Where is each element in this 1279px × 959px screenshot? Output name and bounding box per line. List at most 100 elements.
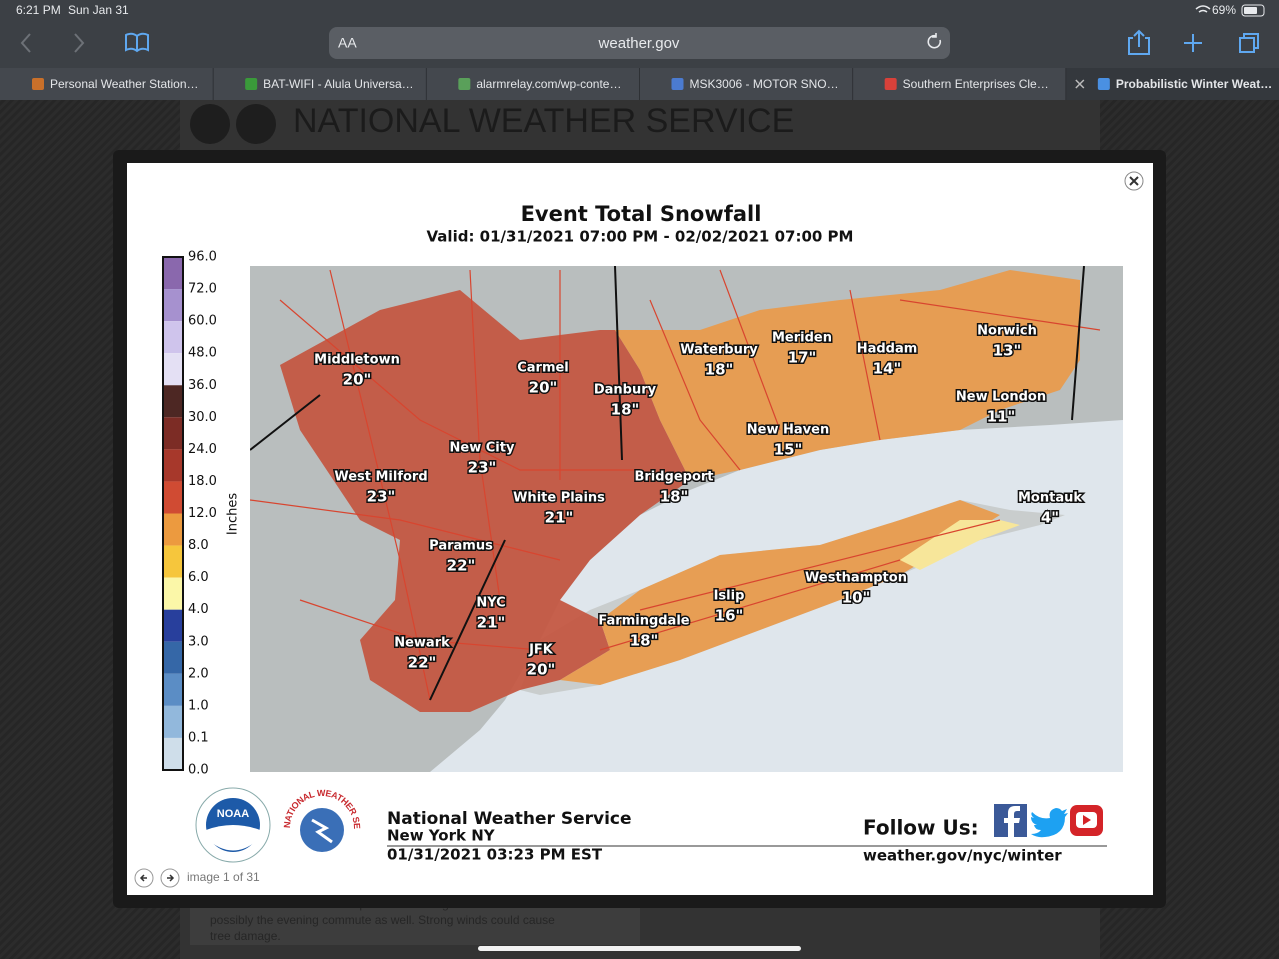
place-name: New City: [450, 441, 515, 456]
legend-level: 1.0: [188, 698, 209, 713]
tab-close[interactable]: [1075, 79, 1085, 89]
forward-button[interactable]: [74, 33, 85, 53]
map-subtitle: Valid: 01/31/2021 07:00 PM - 02/02/2021 …: [427, 228, 854, 246]
prev-icon: [139, 874, 147, 882]
place-name: Meriden: [772, 331, 832, 346]
place-amount: 20": [527, 661, 556, 679]
battery-level: [1244, 7, 1257, 14]
back-button[interactable]: [20, 33, 31, 53]
bg-logo: [190, 104, 230, 144]
place-labels: Middletown 20" Carmel 20" Danbury 18" Waterbur…: [313, 322, 1084, 680]
reload-button[interactable]: [927, 33, 942, 49]
place-name: Haddam: [857, 342, 918, 357]
place-amount: 18": [611, 401, 640, 419]
footer-link[interactable]: weather.gov/nyc/winter: [863, 847, 1062, 865]
text-size-button[interactable]: AA: [338, 35, 357, 51]
noaa-text: NOAA: [217, 808, 249, 820]
footer-office: New York NY: [387, 827, 496, 845]
snow-12-18: [615, 270, 1080, 480]
legend: 96.0 72.0 60.0 48.0 36.0 30.0 24.0 18.0 12.0 8.0 6…: [162, 250, 217, 778]
legend-level: 30.0: [188, 410, 217, 425]
place-name: Bridgeport: [634, 470, 713, 485]
wifi-icon: [1195, 5, 1211, 13]
tab-favicon: [1097, 78, 1110, 90]
place-amount: 15": [774, 441, 803, 459]
place-amount: 17": [788, 349, 817, 367]
tab-bar: Personal Weather Station… BAT-WIFI - Alul…: [0, 68, 1279, 100]
legend-swatch: [163, 289, 183, 322]
place-name: West Milford: [334, 470, 427, 485]
place-amount: 13": [993, 342, 1022, 360]
place-amount: 14": [873, 360, 902, 378]
place-name: Waterbury: [680, 343, 758, 358]
address-bar[interactable]: [329, 27, 950, 59]
noaa-wave: [206, 825, 260, 851]
place-name: Farmingdale: [598, 614, 689, 629]
place-amount: 16": [715, 607, 744, 625]
place-amount: 10": [842, 589, 871, 607]
legend-level: 12.0: [188, 506, 217, 521]
close-icon: [1129, 176, 1139, 186]
place-name: Newark: [394, 636, 450, 651]
place-amount: 23": [367, 488, 396, 506]
tab-title: Southern Enterprises Cle…: [903, 77, 1049, 91]
share-button[interactable]: [1128, 29, 1150, 55]
tab-title: Personal Weather Station…: [50, 77, 199, 91]
home-indicator: [478, 946, 801, 951]
legend-level: 2.0: [188, 666, 209, 681]
tab-favicon: [245, 78, 258, 90]
map: Middletown 20" Carmel 20" Danbury 18" Waterbur…: [250, 266, 1123, 772]
legend-swatch: [163, 673, 183, 706]
new-tab-button[interactable]: [1184, 34, 1202, 52]
footer-agency: National Weather Service: [387, 809, 632, 829]
legend-level: 18.0: [188, 474, 217, 489]
tab-title: MSK3006 - MOTOR SNO…: [690, 77, 839, 91]
place-name: JFK: [528, 643, 554, 658]
legend-swatch: [163, 417, 183, 450]
legend-level: 0.1: [188, 730, 209, 745]
legend-swatch: [163, 705, 183, 738]
roads: [250, 269, 1101, 701]
follow-us: Follow Us:: [863, 816, 979, 840]
legend-level: 60.0: [188, 314, 217, 329]
image-counter: image 1 of 31: [187, 870, 260, 884]
status-date: Sun Jan 31: [68, 3, 129, 17]
battery-percent: 69%: [1212, 3, 1236, 17]
bg-header: NATIONAL WEATHER SERVICE: [293, 102, 794, 140]
facebook-f: [1004, 806, 1020, 837]
place-name: Westhampton: [805, 571, 907, 586]
place-name: New Haven: [747, 423, 829, 438]
place-amount: 23": [468, 459, 497, 477]
bg-text: possibly the evening commute as well. St…: [210, 913, 555, 927]
legend-level: 72.0: [188, 282, 217, 297]
place-name: Islip: [714, 589, 745, 604]
url: weather.gov: [598, 35, 680, 52]
battery-icon: [1241, 4, 1265, 17]
map-title: Event Total Snowfall: [521, 202, 762, 226]
legend-swatch: [163, 257, 183, 290]
legend-level: 8.0: [188, 538, 209, 553]
tab-favicon: [458, 78, 471, 90]
bg-logo: [236, 104, 276, 144]
bg-text: tree damage.: [210, 929, 281, 943]
place-amount: 22": [408, 654, 437, 672]
legend-swatch: [163, 577, 183, 610]
place-name: Carmel: [517, 361, 569, 376]
place-amount: 11": [987, 408, 1016, 426]
legend-swatch: [163, 609, 183, 642]
legend-level: 4.0: [188, 602, 209, 617]
bookmarks-button[interactable]: [125, 32, 149, 53]
tab-favicon: [32, 78, 44, 90]
legend-level: 3.0: [188, 634, 209, 649]
legend-swatch: [163, 385, 183, 418]
place-amount: 22": [447, 557, 476, 575]
snow-12-18: [560, 500, 1000, 685]
legend-swatch: [163, 353, 183, 386]
legend-level: 96.0: [188, 250, 217, 265]
tabs-button[interactable]: [1239, 33, 1259, 53]
footer-issued: 01/31/2021 03:23 PM EST: [387, 846, 603, 864]
twitter-icon[interactable]: [1031, 808, 1068, 838]
legend-swatch: [163, 737, 183, 770]
